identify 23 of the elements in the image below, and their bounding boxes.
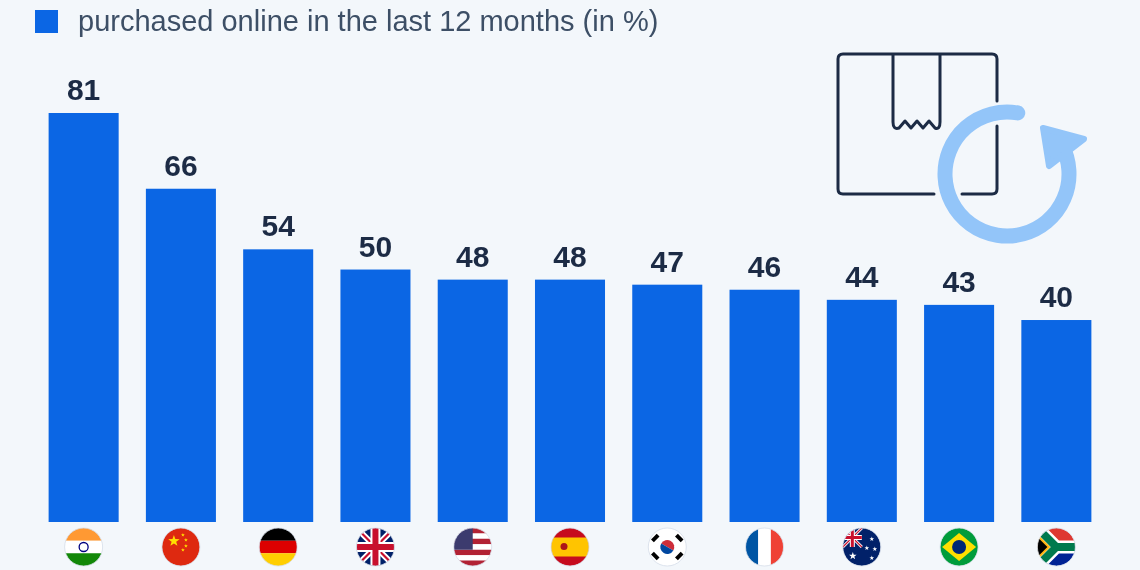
data-label: 47 (650, 244, 684, 278)
bar (437, 279, 508, 522)
legend-label: purchased online in the last 12 months (in %) (78, 5, 659, 37)
data-label: 50 (358, 229, 393, 263)
data-label: 46 (747, 249, 782, 283)
data-label: 48 (456, 239, 490, 273)
bar (145, 188, 216, 522)
data-label: 44 (845, 259, 879, 293)
data-label: 43 (942, 264, 976, 298)
data-label: 66 (164, 148, 198, 182)
bar (924, 304, 995, 522)
data-label: 48 (553, 239, 587, 273)
bar (729, 289, 800, 522)
bar (48, 113, 119, 522)
bar (243, 249, 314, 522)
bar (534, 279, 606, 522)
data-label: 40 (1039, 280, 1074, 314)
bar (632, 284, 703, 522)
data-label: 54 (261, 209, 296, 243)
bar (340, 269, 411, 522)
bar (826, 299, 897, 522)
bar (1021, 320, 1092, 522)
data-label: 81 (66, 73, 101, 106)
